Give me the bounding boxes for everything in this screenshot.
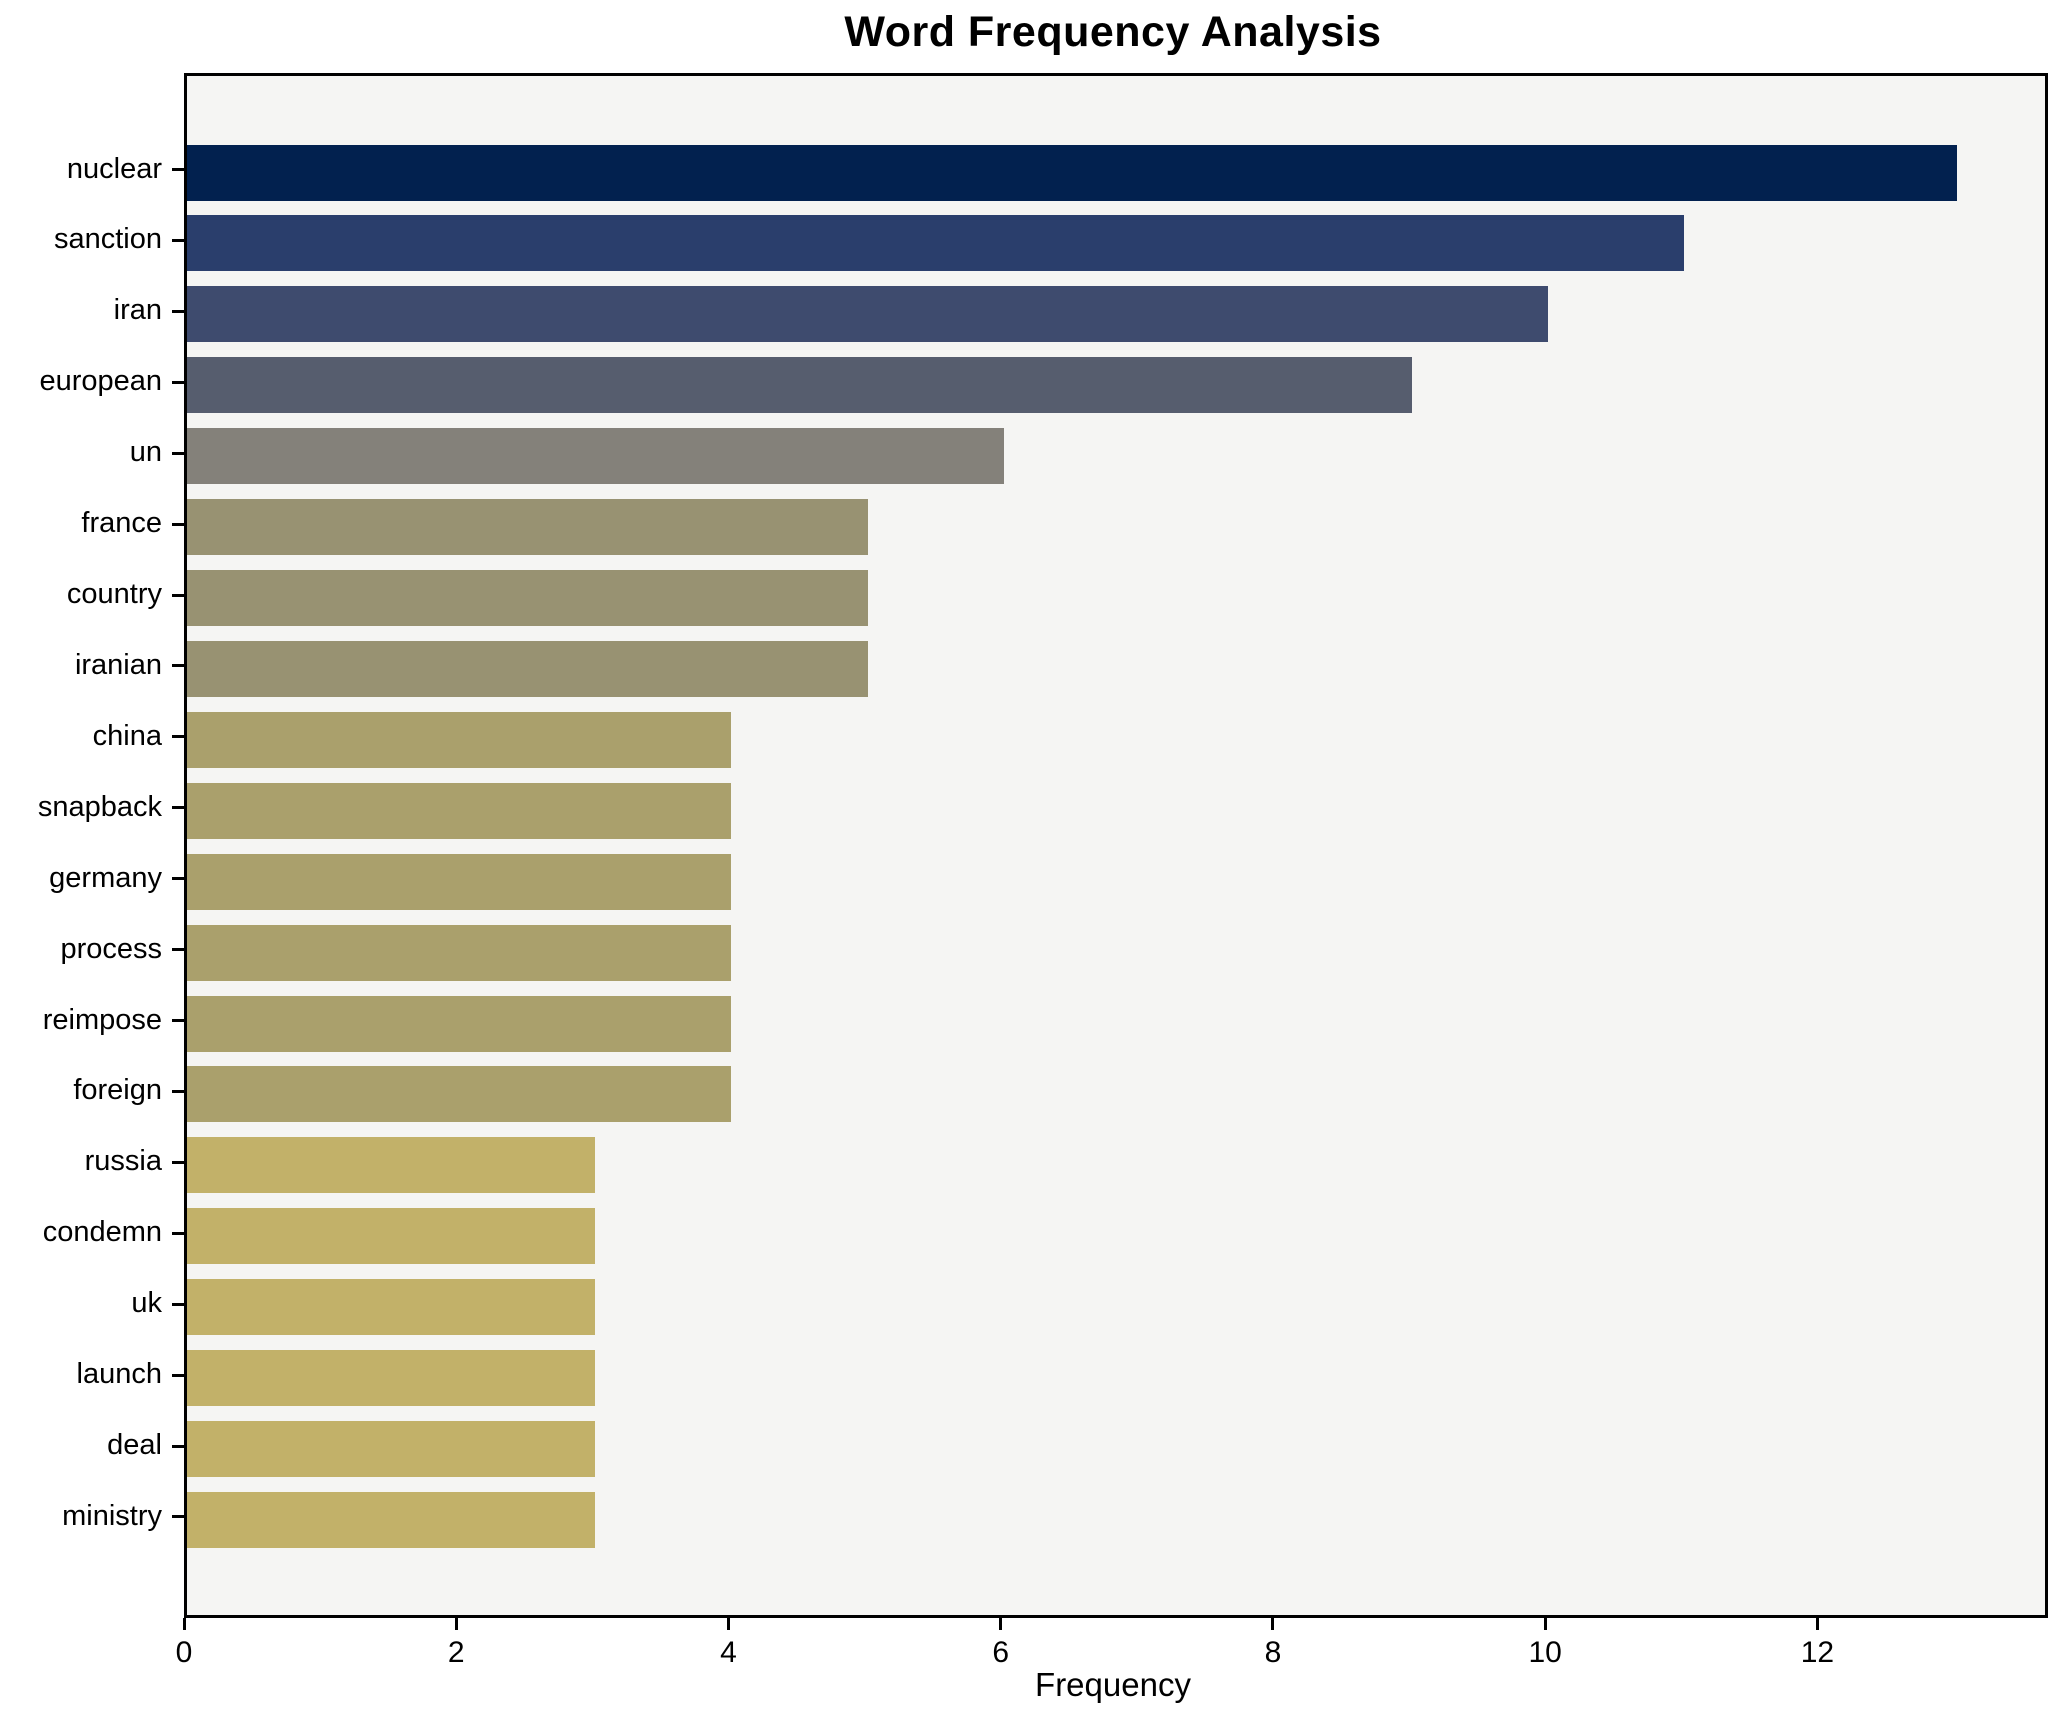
y-tick-label-russia: russia [84, 1145, 162, 1178]
x-tick-label-8: 8 [1264, 1636, 1282, 1669]
x-tick-label-4: 4 [720, 1636, 737, 1669]
x-tick-mark [726, 1618, 730, 1630]
bar-snapback [187, 782, 732, 839]
chart-title: Word Frequency Analysis [844, 8, 1382, 56]
x-tick-mark [1271, 1618, 1275, 1630]
y-tick-label-reimpose: reimpose [42, 1003, 162, 1036]
bar-iran [187, 286, 1549, 343]
x-tick-label-10: 10 [1528, 1636, 1562, 1669]
x-axis-label: Frequency [1035, 1666, 1191, 1703]
y-tick-mark [172, 877, 184, 881]
y-tick-label-china: china [92, 719, 162, 752]
y-tick-label-process: process [60, 932, 162, 965]
x-tick-label-0: 0 [175, 1636, 193, 1669]
bar-launch [187, 1350, 596, 1407]
bar-european [187, 357, 1413, 414]
bar-un [187, 428, 1004, 485]
x-tick-mark [182, 1618, 186, 1630]
y-tick-mark [172, 806, 184, 810]
y-tick-mark [172, 309, 184, 313]
x-tick-label-12: 12 [1800, 1636, 1835, 1669]
bar-ministry [187, 1491, 596, 1548]
y-tick-mark [172, 664, 184, 668]
y-tick-label-iranian: iranian [74, 648, 162, 681]
y-tick-mark [172, 1373, 184, 1377]
x-tick-label-2: 2 [447, 1636, 465, 1669]
bar-nuclear [187, 144, 1957, 201]
y-tick-mark [172, 238, 184, 242]
x-tick-mark [454, 1618, 458, 1630]
y-tick-mark [172, 948, 184, 952]
y-tick-label-germany: germany [49, 861, 162, 894]
y-tick-label-un: un [129, 436, 162, 469]
y-tick-mark [172, 380, 184, 384]
y-tick-mark [172, 522, 184, 526]
y-tick-mark [172, 1231, 184, 1235]
bar-deal [187, 1421, 596, 1478]
bar-uk [187, 1279, 596, 1336]
y-tick-label-sanction: sanction [53, 223, 162, 256]
bar-iranian [187, 640, 868, 697]
y-tick-mark [172, 1089, 184, 1093]
y-tick-label-uk: uk [131, 1287, 162, 1320]
y-tick-mark [172, 1302, 184, 1306]
y-tick-label-france: france [81, 507, 162, 540]
bar-reimpose [187, 995, 732, 1052]
y-tick-mark [172, 735, 184, 739]
y-tick-mark [172, 1019, 184, 1023]
bar-france [187, 499, 868, 556]
y-tick-mark [172, 451, 184, 455]
bar-germany [187, 853, 732, 910]
y-tick-label-deal: deal [107, 1429, 162, 1462]
bar-sanction [187, 215, 1685, 272]
y-tick-label-nuclear: nuclear [66, 152, 162, 185]
bar-process [187, 924, 732, 981]
x-tick-mark [999, 1618, 1003, 1630]
bar-country [187, 570, 868, 627]
y-tick-label-launch: launch [76, 1358, 162, 1391]
y-tick-mark [172, 593, 184, 597]
bar-russia [187, 1137, 596, 1194]
y-tick-label-ministry: ministry [62, 1499, 162, 1532]
y-tick-label-snapback: snapback [37, 790, 162, 823]
bar-china [187, 711, 732, 768]
x-tick-mark [1815, 1618, 1819, 1630]
y-tick-label-country: country [66, 578, 162, 611]
y-tick-label-condemn: condemn [42, 1216, 162, 1249]
y-tick-label-iran: iran [113, 294, 162, 327]
y-tick-mark [172, 168, 184, 171]
y-tick-mark [172, 1160, 184, 1164]
bar-foreign [187, 1066, 732, 1123]
x-tick-label-6: 6 [992, 1636, 1010, 1669]
y-tick-mark [172, 1444, 184, 1448]
y-tick-mark [172, 1515, 184, 1519]
plot-area [184, 73, 2048, 1618]
y-tick-label-foreign: foreign [73, 1074, 162, 1107]
y-tick-label-european: european [39, 365, 162, 398]
bar-condemn [187, 1208, 596, 1265]
x-tick-mark [1543, 1618, 1547, 1630]
